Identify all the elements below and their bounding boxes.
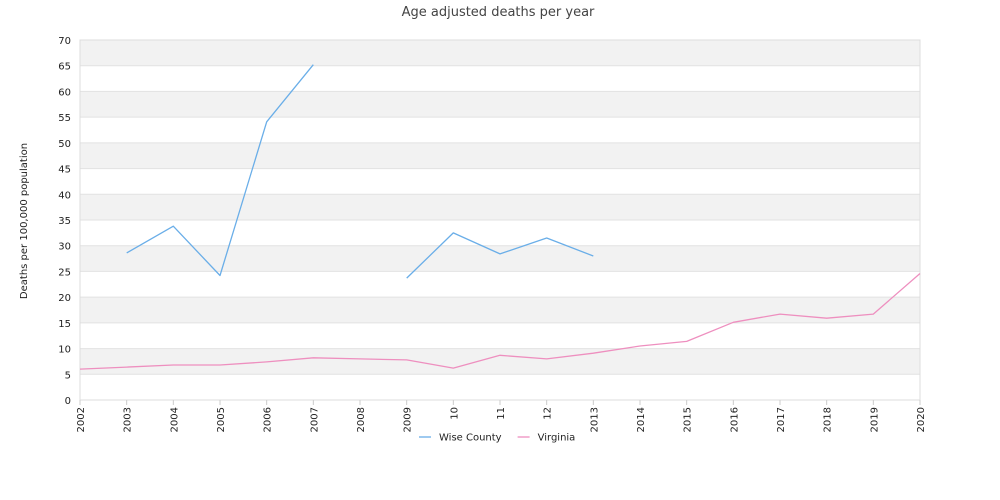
- y-tick-label: 55: [58, 113, 71, 124]
- grid-band: [80, 348, 920, 375]
- x-tick-label: 2020: [916, 407, 927, 432]
- x-tick-label: 2015: [683, 407, 694, 432]
- grid-band: [80, 117, 920, 143]
- x-tick-label: 2018: [823, 407, 834, 432]
- grid-band: [80, 40, 920, 66]
- y-tick-label: 0: [65, 396, 71, 407]
- y-tick-label: 15: [58, 319, 71, 330]
- x-tick-label: 11: [496, 407, 507, 420]
- grid-bands: [79, 39, 921, 401]
- grid-band: [80, 91, 920, 118]
- x-tick-label: 2006: [263, 407, 274, 432]
- grid-band: [80, 271, 920, 298]
- y-tick-label: 45: [58, 165, 71, 176]
- y-tick-label: 5: [65, 370, 71, 381]
- x-axis-ticks: 2002 2003 2004 2005 2006 2007 2008 2009 10 11 12 20…: [76, 400, 927, 432]
- y-tick-label: 20: [58, 293, 71, 304]
- x-tick-label: 12: [543, 407, 554, 420]
- legend-label: Wise County: [439, 433, 502, 444]
- x-tick-label: 2019: [869, 407, 880, 432]
- series-line: [79, 273, 921, 370]
- legend-label: Virginia: [538, 433, 576, 444]
- grid-band: [80, 194, 920, 220]
- x-tick-label: 2007: [309, 407, 320, 432]
- x-tick-label: 2013: [589, 407, 600, 432]
- grid-band: [80, 322, 920, 349]
- series-lines: [79, 64, 921, 370]
- x-tick-label: 2005: [216, 407, 227, 432]
- x-tick-label: 2004: [169, 407, 180, 432]
- x-tick-label: 2008: [356, 407, 367, 432]
- x-tick-label: 2016: [729, 407, 740, 432]
- x-tick-label: 2009: [403, 407, 414, 432]
- y-tick-label: 65: [58, 62, 71, 73]
- grid-band: [80, 220, 920, 246]
- y-tick-label: 10: [58, 345, 71, 356]
- y-tick-label: 25: [58, 267, 71, 278]
- y-axis-label: Deaths per 100,000 population: [19, 143, 30, 299]
- grid-band: [80, 245, 920, 272]
- x-tick-label: 2014: [636, 407, 647, 432]
- series-line: [406, 232, 594, 279]
- legend: Wise County Virginia: [419, 433, 575, 444]
- x-tick-label: 2002: [76, 407, 87, 432]
- x-tick-label: 2003: [123, 407, 134, 432]
- y-tick-label: 30: [58, 242, 71, 253]
- series-line: [126, 64, 314, 277]
- x-tick-label: 10: [449, 407, 460, 420]
- y-tick-label: 40: [58, 190, 71, 201]
- y-tick-label: 70: [58, 36, 71, 47]
- y-axis-ticks: 0 5 10 15 20 25 30 35 40 45 50 55 60 65 70: [58, 36, 71, 407]
- grid-band: [80, 168, 920, 195]
- y-tick-label: 60: [58, 87, 71, 98]
- y-tick-label: 50: [58, 139, 71, 150]
- grid-band: [80, 297, 920, 323]
- chart-title: Age adjusted deaths per year: [402, 5, 595, 20]
- y-tick-label: 35: [58, 216, 71, 227]
- grid-band: [80, 374, 920, 400]
- grid-band: [80, 65, 920, 92]
- x-tick-label: 2017: [776, 407, 787, 432]
- grid-band: [80, 142, 920, 169]
